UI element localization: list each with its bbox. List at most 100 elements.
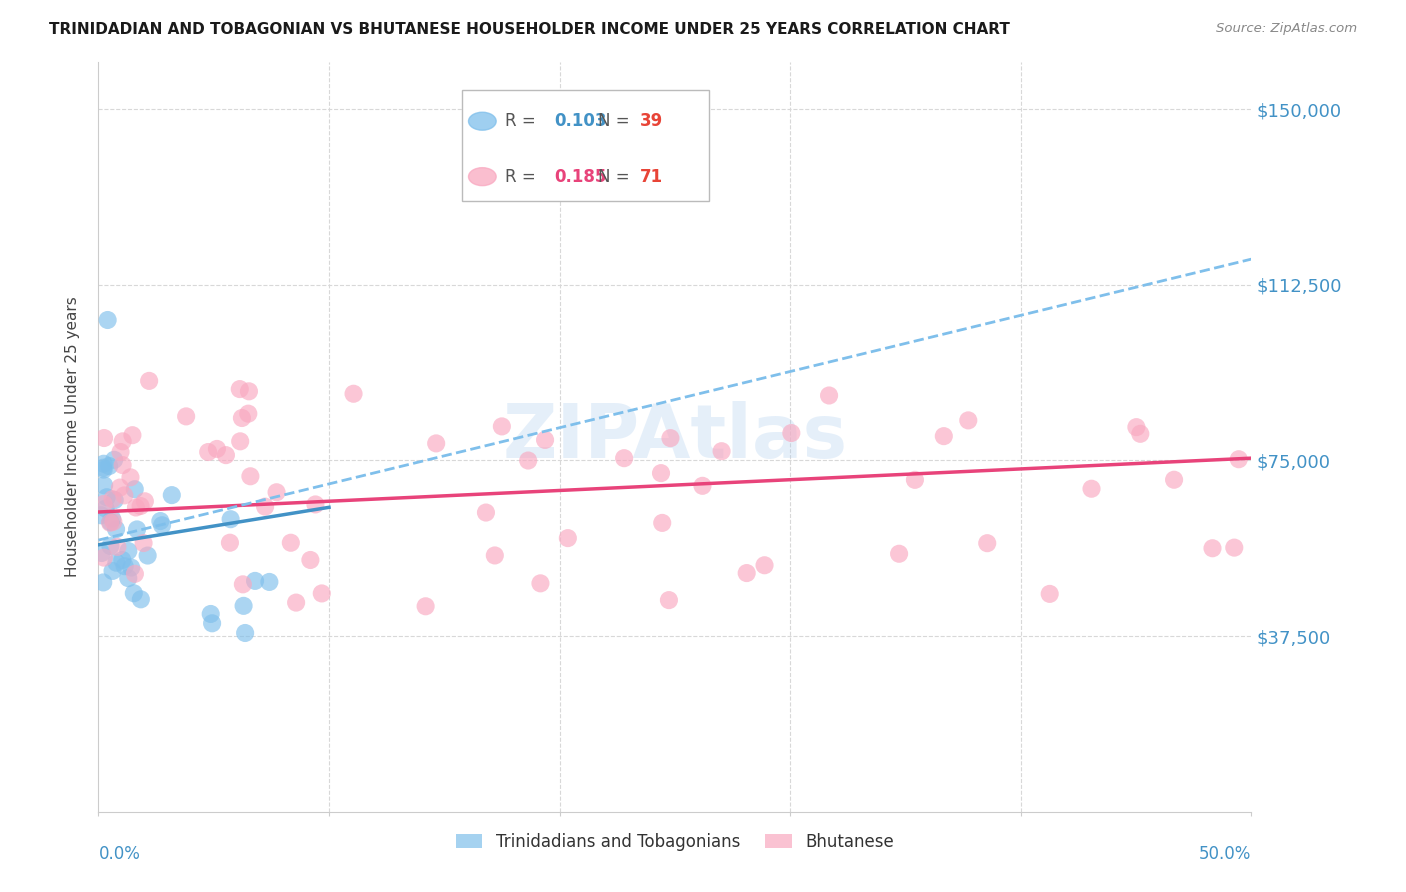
Point <box>754 558 776 573</box>
Point <box>491 419 513 434</box>
Point <box>205 442 228 456</box>
Point <box>120 560 142 574</box>
Point <box>239 469 262 483</box>
Point <box>219 512 242 526</box>
Point <box>93 550 115 565</box>
Point <box>219 535 242 549</box>
Point <box>138 374 160 388</box>
Point <box>129 499 152 513</box>
Point <box>1129 426 1152 441</box>
Point <box>122 586 145 600</box>
Point <box>735 566 758 580</box>
Point <box>231 411 253 425</box>
Point <box>1223 541 1246 555</box>
Point <box>125 523 148 537</box>
Point <box>105 522 128 536</box>
Text: R =: R = <box>505 168 541 186</box>
Point <box>101 564 124 578</box>
Point <box>91 575 114 590</box>
Point <box>1201 541 1223 556</box>
Text: Source: ZipAtlas.com: Source: ZipAtlas.com <box>1216 22 1357 36</box>
Point <box>103 515 125 529</box>
Point <box>254 500 277 514</box>
Point <box>121 428 143 442</box>
Point <box>232 577 254 591</box>
Point <box>1125 420 1147 434</box>
Point <box>111 553 134 567</box>
Point <box>904 473 927 487</box>
Point <box>98 458 121 473</box>
Point <box>651 516 673 530</box>
Point <box>111 434 134 449</box>
Point <box>887 547 910 561</box>
Circle shape <box>468 112 496 130</box>
Point <box>415 599 437 614</box>
Point <box>229 382 252 396</box>
Point <box>103 452 125 467</box>
Point <box>299 553 322 567</box>
Point <box>93 462 115 476</box>
Point <box>134 494 156 508</box>
Point <box>1227 452 1250 467</box>
Text: 0.185: 0.185 <box>554 168 606 186</box>
Point <box>120 470 142 484</box>
Point <box>124 482 146 496</box>
Point <box>932 429 955 443</box>
Y-axis label: Householder Income Under 25 years: Householder Income Under 25 years <box>65 297 80 577</box>
Point <box>517 453 540 467</box>
Text: 39: 39 <box>640 112 664 130</box>
Text: 50.0%: 50.0% <box>1199 846 1251 863</box>
Circle shape <box>468 168 496 186</box>
Point <box>105 556 128 570</box>
Point <box>243 574 266 588</box>
Point <box>650 466 672 480</box>
Text: N =: N = <box>598 112 634 130</box>
Point <box>692 479 714 493</box>
Point <box>976 536 998 550</box>
Point <box>150 518 173 533</box>
Point <box>1080 482 1102 496</box>
Point <box>658 593 681 607</box>
Point <box>285 596 308 610</box>
Point <box>94 501 117 516</box>
Point <box>124 566 146 581</box>
Text: 0.0%: 0.0% <box>98 846 141 863</box>
Point <box>710 444 733 458</box>
Point <box>818 388 841 402</box>
Point <box>304 498 326 512</box>
Point <box>238 407 260 421</box>
Point <box>233 626 256 640</box>
Point <box>484 549 506 563</box>
Point <box>111 458 134 472</box>
Point <box>90 546 112 560</box>
Point <box>100 539 122 553</box>
Point <box>232 599 254 613</box>
Point <box>96 490 118 504</box>
Point <box>114 559 136 574</box>
Point <box>197 445 219 459</box>
Point <box>117 544 139 558</box>
Point <box>93 457 115 471</box>
Point <box>266 485 288 500</box>
Point <box>311 586 333 600</box>
Point <box>90 508 112 523</box>
Point <box>149 514 172 528</box>
FancyBboxPatch shape <box>461 90 710 201</box>
Point <box>100 515 122 529</box>
Point <box>238 384 260 399</box>
Point <box>91 460 114 475</box>
Point <box>98 516 121 530</box>
Point <box>342 386 364 401</box>
Point <box>280 535 302 549</box>
Point <box>780 425 803 440</box>
Point <box>110 445 132 459</box>
Point <box>529 576 551 591</box>
Point <box>160 488 183 502</box>
Point <box>201 616 224 631</box>
Point <box>215 448 238 462</box>
Point <box>93 478 115 492</box>
Point <box>613 451 636 466</box>
Point <box>957 413 980 427</box>
Point <box>104 493 127 508</box>
Point <box>229 434 252 449</box>
